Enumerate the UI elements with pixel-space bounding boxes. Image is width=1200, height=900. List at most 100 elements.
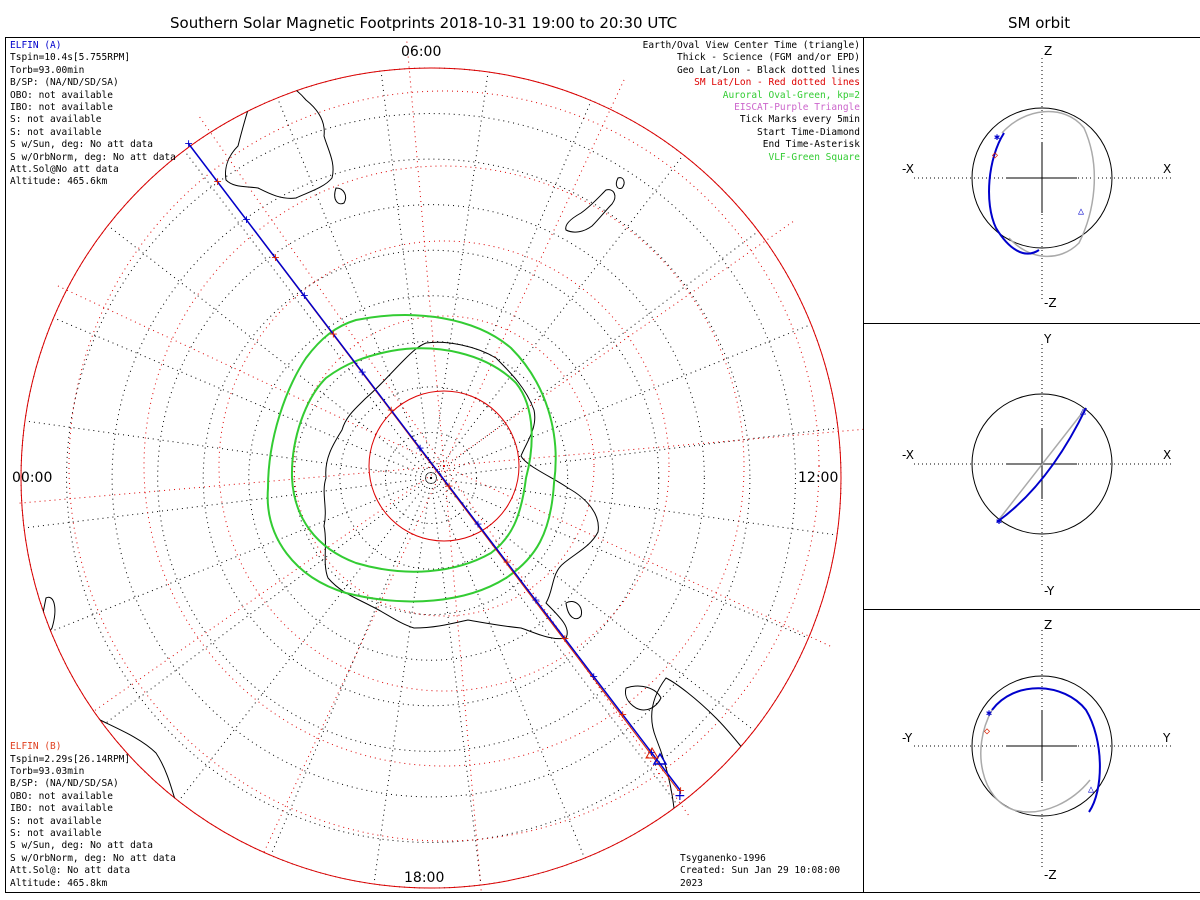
orbit-label-xz-bottom: -Z [1044, 296, 1057, 310]
sm-lon-line [91, 465, 445, 714]
elfin-a-info-line: Torb=93.00min [10, 64, 85, 76]
orbit-label-xz-left: -X [902, 162, 914, 176]
sm-lon-line [15, 465, 445, 504]
credits: Tsyganenko-1996 Created: Sun Jan 29 10:0… [680, 853, 863, 890]
geo-lon-line [107, 225, 432, 479]
orbit-label-yz-left: -Y [902, 731, 913, 745]
sm-lon-line [443, 428, 863, 467]
geo-lon-line [24, 420, 432, 479]
orbit-a-end-xz: ✱ [994, 132, 1000, 143]
sm-lat-circle [293, 315, 595, 617]
elfin-b-info-line: OBO: not available [10, 790, 113, 802]
elfin-a-name: ELFIN (A) [10, 40, 62, 51]
orbit-a-yz [991, 687, 1101, 813]
sm-lon-line [54, 283, 445, 467]
track-tick: + [676, 784, 685, 797]
geo-lat-circle [202, 249, 660, 707]
sm-lon-line [443, 76, 627, 467]
mlt-label-right: 12:00 [798, 470, 839, 486]
geo-lon-line [183, 150, 432, 479]
australia-coast [225, 75, 334, 199]
geo-lon-line [430, 230, 759, 479]
sm-lat-circle [368, 390, 520, 542]
geo-lon-line [430, 477, 586, 859]
sm-lat-circle [68, 90, 820, 842]
sm-lat-circle [143, 165, 745, 767]
track-tick: + [300, 289, 309, 302]
track-tick: + [184, 137, 193, 150]
madagascar-coast [41, 596, 56, 634]
geo-lon-line [430, 477, 755, 731]
orbit-a-start-yz: ◇ [984, 726, 990, 737]
orbit-a-start-xz: ◇ [992, 150, 998, 161]
legend-item: Tick Marks every 5min [739, 114, 860, 126]
geo-lon-line [430, 100, 592, 479]
elfin-b-info-line: S: not available [10, 815, 102, 827]
legend: Earth/Oval View Center Time (triangle) Th… [643, 40, 860, 164]
legend-item: Thick - Science (FGM and/or EPD) [676, 52, 860, 64]
orbit-b-yz [980, 709, 1091, 813]
geo-lat-circle [384, 431, 478, 525]
elfin-b-info-line: Att.Sol@: No att data [10, 865, 131, 877]
elfin-a-info-line: IBO: not available [10, 102, 113, 114]
geo-lat-circle [248, 295, 614, 661]
antarctica-coast [323, 341, 599, 640]
orbit-b-xz [1001, 110, 1096, 257]
page-title: Southern Solar Magnetic Footprints 2018-… [170, 14, 678, 32]
track-tick: + [213, 175, 222, 188]
orbit-label-xy-right: X [1163, 448, 1172, 462]
elfin-b-info-line: S: not available [10, 827, 102, 839]
orbit-panel-xz: ✱ ◇ △ Z -X X -Z [864, 38, 1200, 324]
start-triangle-b [645, 747, 659, 759]
track-tick: + [560, 632, 569, 645]
geo-lon-line [430, 477, 809, 639]
track-tick: + [242, 213, 251, 226]
orbit-a-tri-xz: △ [1078, 206, 1084, 217]
oval-outer [266, 314, 557, 603]
elfin-a-info-line: Altitude: 465.6km [10, 176, 108, 188]
track-tick: + [502, 556, 511, 569]
elfin-a-info: ELFIN (A) Tspin=10.4s[5.755RPM] Torb=93.0… [10, 40, 176, 189]
elfin-a-info-line: Tspin=10.4s[5.755RPM] [10, 52, 131, 64]
orbit-label-xy-left: -X [902, 448, 914, 462]
orbit-svg-yz: ✱ ◇ △ [914, 630, 1174, 870]
created-label: Created: Sun Jan 29 10:08:00 2023 [680, 865, 841, 889]
orbit-label-xy-bottom: -Y [1044, 584, 1055, 598]
orbit-label-xz-top: Z [1044, 44, 1053, 58]
legend-item: Earth/Oval View Center Time (triangle) [642, 40, 860, 51]
orbit-label-xy-top: Y [1044, 332, 1052, 346]
geo-lon-line [373, 477, 432, 885]
track-tick: + [473, 518, 482, 531]
legend-item: Start Time-Diamond [757, 126, 860, 138]
tracks: + + + + + + + + + + + + + + + + + + [184, 137, 685, 797]
orbit-label-yz-bottom: -Z [1044, 868, 1057, 882]
geo-lon-line [430, 71, 489, 479]
geo-lon-line [270, 477, 432, 856]
track-tick: + [329, 327, 338, 340]
orbit-a-end-xy: ✱ [996, 516, 1002, 527]
elfin-b-info-line: Tspin=2.29s[26.14RPM] [10, 753, 131, 765]
geo-lat-circle [293, 340, 569, 616]
elfin-a-info-line: OBO: not available [10, 89, 113, 101]
track-tick: + [444, 480, 453, 493]
elfin-a-info-line: Att.Sol@No att data [10, 164, 119, 176]
elfin-a-info-line: B/SP: (NA/ND/SD/SA) [10, 77, 119, 89]
geo-lon-line [430, 323, 812, 479]
geo-lat-circle [339, 386, 523, 570]
orbit-title: SM orbit [1008, 14, 1071, 32]
elfin-a-info-line: S w/OrbNorm, deg: No att data [10, 151, 176, 163]
geo-lon-line [103, 477, 432, 726]
sm-lon-line [443, 465, 834, 649]
legend-item: VLF-Green Square [768, 151, 860, 163]
south-america-coast [651, 677, 841, 888]
sm-lon-line [196, 113, 445, 467]
orbit-panel-yz: ✱ ◇ △ Z -Y Y -Z [864, 610, 1200, 893]
mlt-label-left: 00:00 [12, 470, 53, 486]
track-tick: + [531, 594, 540, 607]
orbit-a-xy [996, 407, 1087, 523]
elfin-a-info-line: S: not available [10, 114, 102, 126]
new-zealand-coast [565, 189, 616, 233]
track-tick: + [589, 670, 598, 683]
orbit-label-xz-right: X [1163, 162, 1172, 176]
mlt-label-bottom: 18:00 [404, 870, 445, 886]
